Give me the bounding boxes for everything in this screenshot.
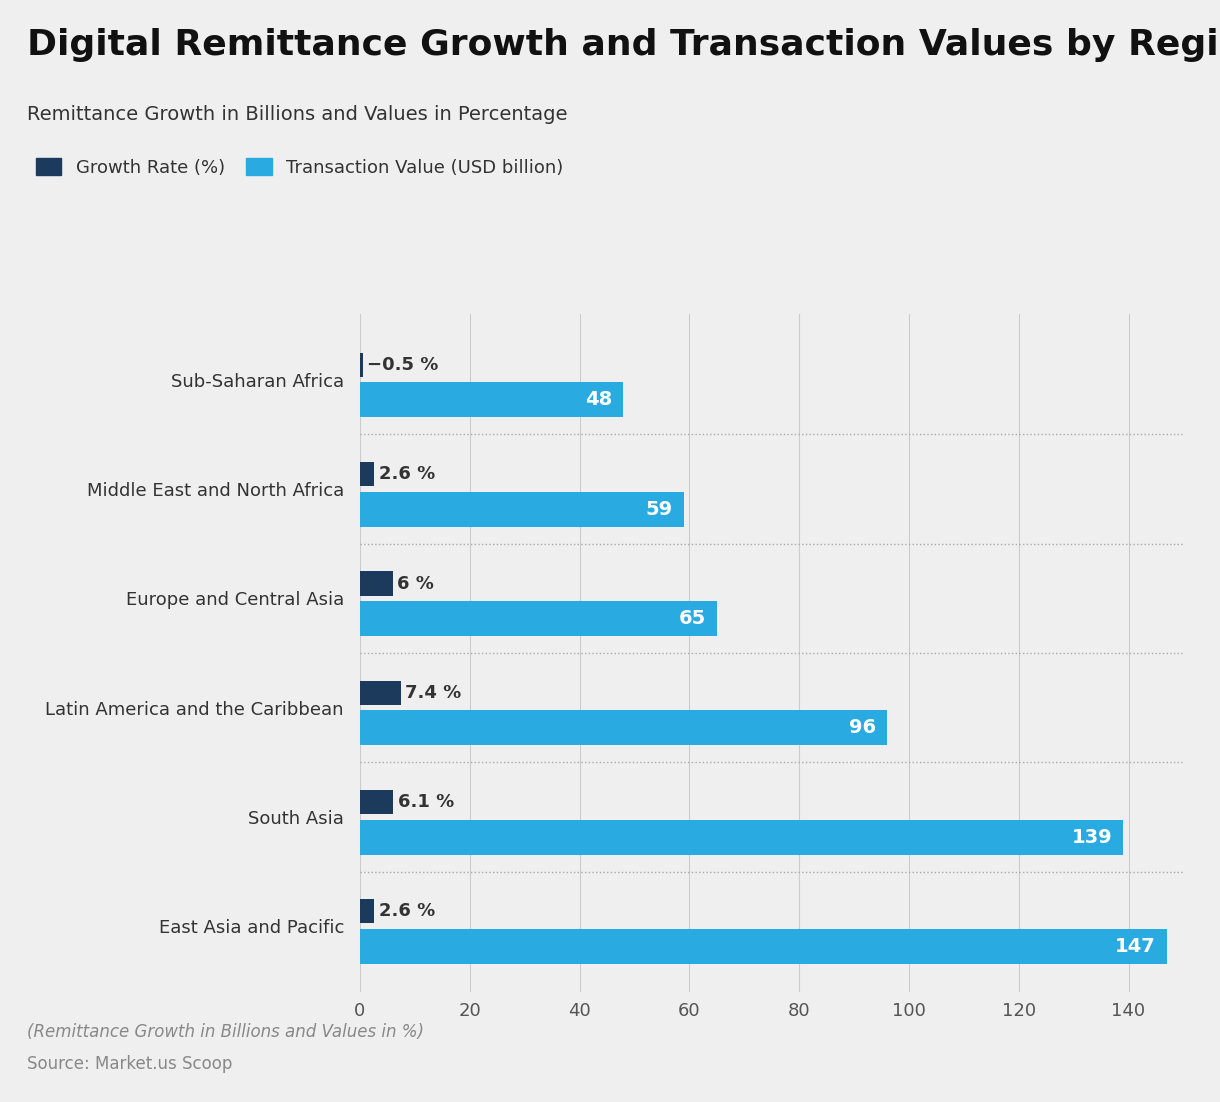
Text: 48: 48 [586, 390, 612, 409]
Bar [360, 681, 400, 705]
Bar [360, 462, 375, 486]
Text: 65: 65 [678, 609, 705, 628]
Text: 2.6 %: 2.6 % [378, 465, 434, 483]
Text: 59: 59 [645, 499, 673, 519]
Bar [360, 711, 887, 745]
Bar [360, 929, 1166, 964]
Text: 139: 139 [1071, 828, 1111, 846]
Text: Remittance Growth in Billions and Values in Percentage: Remittance Growth in Billions and Values… [27, 105, 567, 123]
Text: 147: 147 [1115, 937, 1155, 955]
Text: (Remittance Growth in Billions and Values in %): (Remittance Growth in Billions and Value… [27, 1023, 423, 1040]
Bar [360, 572, 393, 595]
Bar [360, 790, 393, 814]
Bar [360, 820, 1122, 855]
Text: Source: Market.us Scoop: Source: Market.us Scoop [27, 1055, 232, 1072]
Bar [360, 382, 623, 418]
Text: Digital Remittance Growth and Transaction Values by Region: Digital Remittance Growth and Transactio… [27, 28, 1220, 62]
Text: 6 %: 6 % [398, 574, 434, 593]
Text: 6.1 %: 6.1 % [398, 793, 454, 811]
Bar [360, 491, 683, 527]
Bar [360, 899, 375, 923]
Bar [360, 353, 362, 377]
Legend: Growth Rate (%), Transaction Value (USD billion): Growth Rate (%), Transaction Value (USD … [35, 158, 564, 176]
Text: 2.6 %: 2.6 % [378, 903, 434, 920]
Text: 7.4 %: 7.4 % [405, 684, 461, 702]
Bar [360, 601, 717, 636]
Text: 96: 96 [849, 719, 876, 737]
Text: −0.5 %: −0.5 % [367, 356, 438, 374]
